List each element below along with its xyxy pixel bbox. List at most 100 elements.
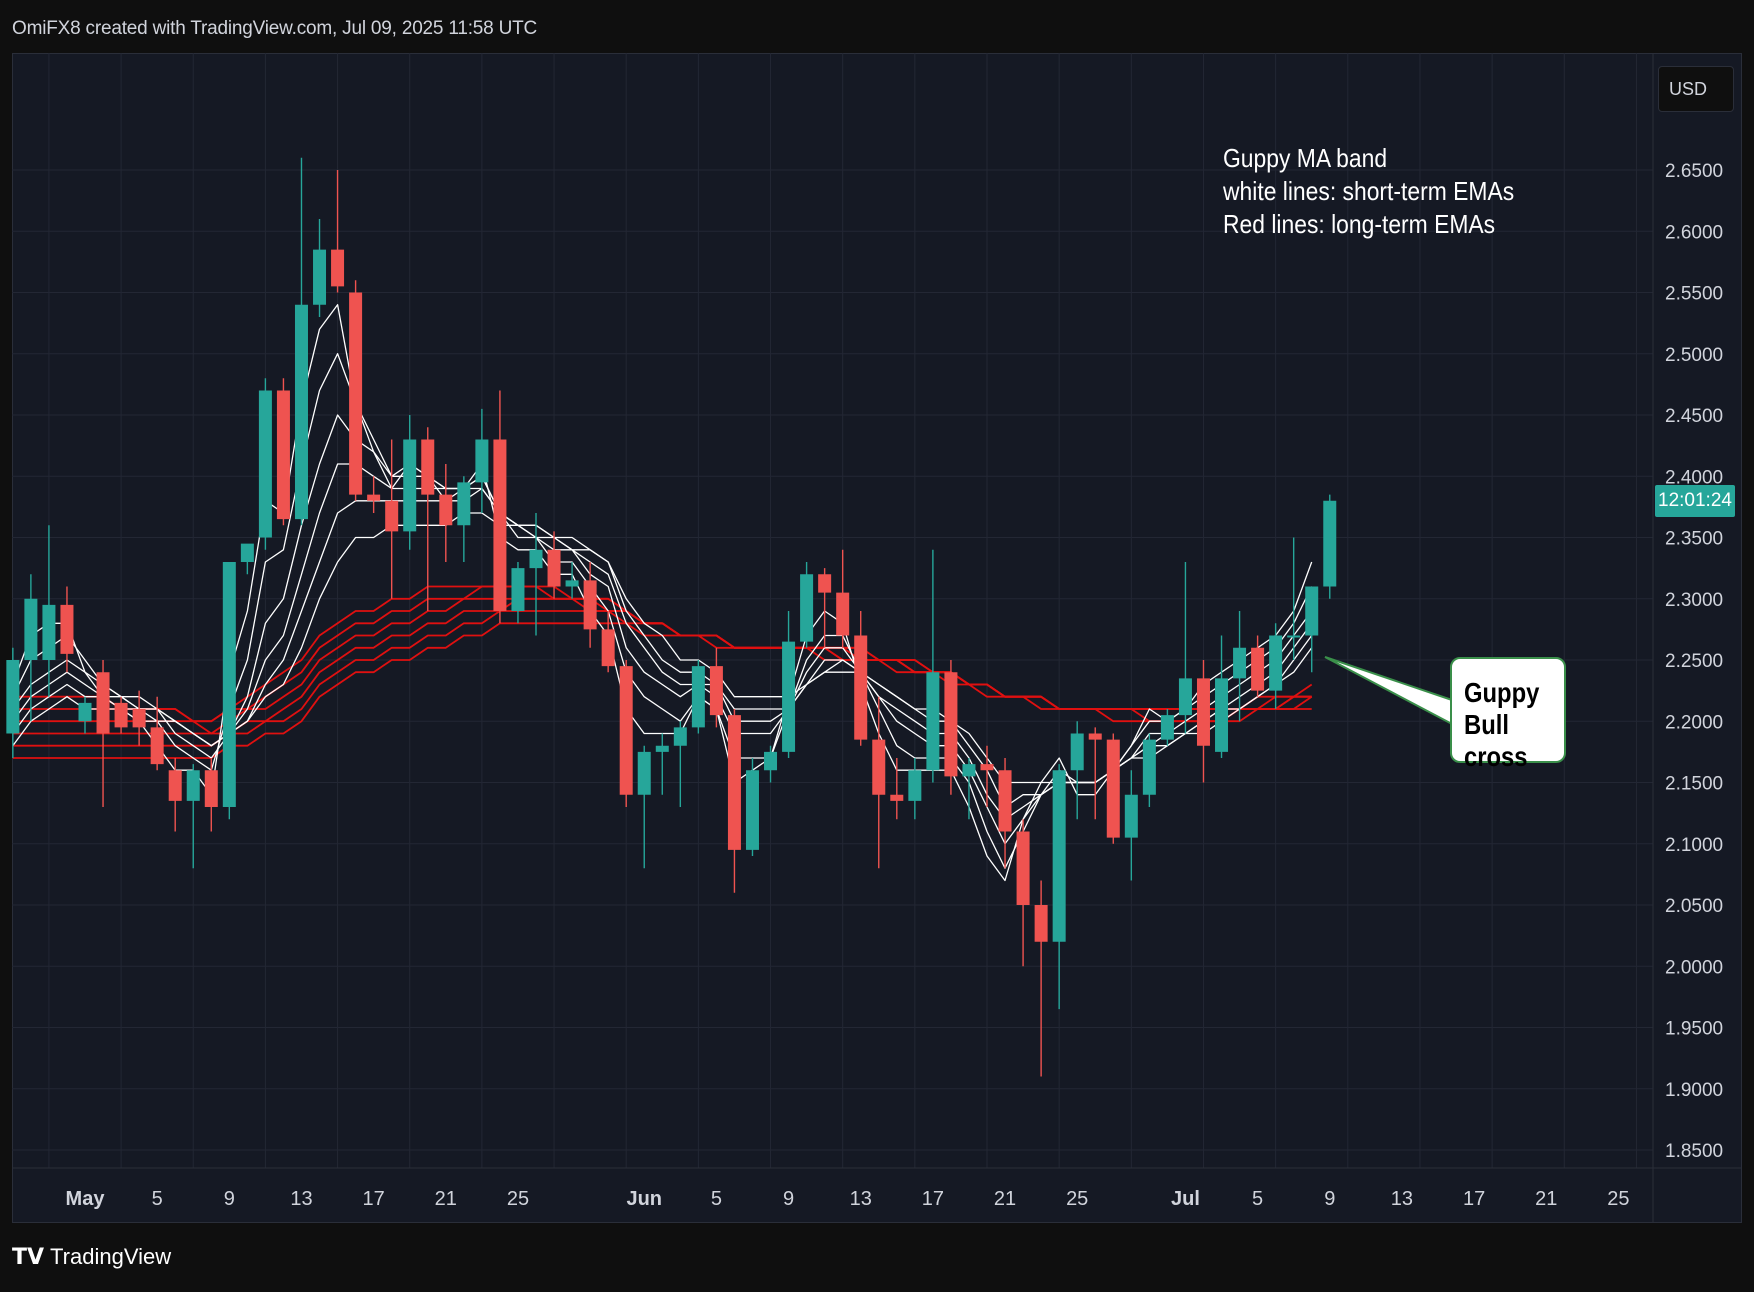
- candle: [24, 574, 38, 722]
- candle-body: [493, 439, 507, 611]
- candle-body: [1233, 647, 1247, 679]
- candle: [1070, 721, 1084, 820]
- time-tick-label: 25: [1066, 1188, 1088, 1210]
- candle-body: [313, 249, 327, 305]
- candle-body: [745, 770, 759, 850]
- candle-body: [1124, 794, 1138, 838]
- candle: [42, 525, 56, 697]
- candle: [457, 476, 471, 562]
- candle: [60, 586, 74, 673]
- candle: [619, 660, 633, 807]
- candle: [709, 647, 723, 728]
- candle: [583, 562, 597, 648]
- time-tick-label: 25: [1607, 1188, 1629, 1210]
- candle: [1034, 880, 1048, 1077]
- candle: [890, 758, 904, 820]
- candle: [764, 745, 778, 783]
- price-tick-label: 2.1000: [1665, 835, 1723, 856]
- price-tick-label: 2.5500: [1665, 284, 1723, 305]
- candle-body: [926, 672, 940, 771]
- candle-body: [349, 292, 363, 495]
- candle: [1016, 819, 1030, 967]
- price-tick-label: 1.9000: [1665, 1080, 1723, 1101]
- long-ema-line: [12, 597, 1312, 735]
- candle: [222, 562, 236, 820]
- time-tick-label: 9: [224, 1188, 235, 1210]
- candle-body: [24, 598, 38, 660]
- candles: [6, 157, 1337, 1077]
- price-axis-labels: 2.6500 2.6000 2.5500 2.5000 2.4500 2.4000 2.35…: [1665, 161, 1723, 1162]
- candle: [1323, 494, 1337, 599]
- candle-body: [709, 666, 723, 716]
- candle-body: [727, 715, 741, 850]
- time-tick-label: 17: [363, 1188, 385, 1210]
- tradingview-footer[interactable]: 𝗧𝗩 TradingView: [12, 1244, 171, 1270]
- time-tick-label: 13: [290, 1188, 312, 1210]
- bar-countdown-label: 12:01:24: [1655, 485, 1735, 517]
- candle: [691, 660, 705, 734]
- guppy-legend-note: Guppy MA band white lines: short-term EM…: [1223, 142, 1514, 241]
- candle-body: [439, 494, 453, 526]
- price-tick-label: 2.3000: [1665, 590, 1723, 611]
- time-tick-label: Jul: [1171, 1188, 1200, 1210]
- tradingview-logo-icon: 𝗧𝗩: [12, 1244, 45, 1270]
- price-tick-label: 2.2000: [1665, 712, 1723, 733]
- candle: [980, 745, 994, 807]
- currency-selector[interactable]: USD: [1658, 66, 1734, 112]
- candle-body: [222, 562, 236, 807]
- candle: [6, 647, 20, 758]
- note-line: white lines: short-term EMAs: [1223, 176, 1515, 206]
- candle: [132, 690, 146, 746]
- candle: [962, 758, 976, 820]
- candle: [1052, 764, 1066, 1010]
- candle-body: [1034, 905, 1048, 942]
- candle: [1251, 635, 1265, 697]
- candle: [745, 758, 759, 856]
- candle: [1124, 770, 1138, 881]
- time-tick-label: 13: [850, 1188, 872, 1210]
- candle: [96, 660, 110, 807]
- candle: [294, 157, 308, 526]
- candle-body: [980, 764, 994, 771]
- time-tick-label: 9: [783, 1188, 794, 1210]
- candle-body: [186, 770, 200, 801]
- candle: [1106, 733, 1120, 844]
- candle-body: [294, 304, 308, 520]
- candle-body: [42, 604, 56, 660]
- candle-body: [1323, 500, 1337, 587]
- candle-body: [240, 543, 254, 562]
- candle: [240, 543, 254, 575]
- tradingview-brand: TradingView: [50, 1244, 172, 1269]
- price-tick-label: 1.8500: [1665, 1141, 1723, 1162]
- candle-body: [511, 568, 525, 611]
- candle-body: [1142, 739, 1156, 795]
- candle-body: [800, 574, 814, 642]
- time-tick-label: 17: [922, 1188, 944, 1210]
- time-tick-label: 21: [994, 1188, 1016, 1210]
- long-ema-line: [12, 585, 1313, 723]
- candle-body: [836, 592, 850, 636]
- price-tick-label: 2.6000: [1665, 222, 1723, 243]
- candle: [836, 549, 850, 648]
- candle-body: [60, 604, 74, 654]
- candle-body: [1269, 635, 1283, 691]
- candle-body: [908, 770, 922, 801]
- price-tick-label: 2.5000: [1665, 345, 1723, 366]
- price-tick-label: 2.6500: [1665, 161, 1723, 182]
- candle: [1269, 623, 1283, 709]
- time-tick-label: 13: [1391, 1188, 1413, 1210]
- candle: [565, 562, 579, 599]
- candle-body: [258, 390, 272, 538]
- candle: [854, 611, 868, 746]
- time-tick-label: Jun: [626, 1188, 662, 1210]
- note-line: Guppy MA band: [1223, 143, 1388, 173]
- candle: [908, 758, 922, 820]
- candle: [1142, 733, 1156, 807]
- candle-body: [276, 390, 290, 520]
- candle: [1215, 635, 1229, 758]
- candle-body: [1196, 678, 1210, 746]
- candle-body: [6, 660, 20, 734]
- candle-body: [403, 439, 417, 532]
- candle: [727, 709, 741, 893]
